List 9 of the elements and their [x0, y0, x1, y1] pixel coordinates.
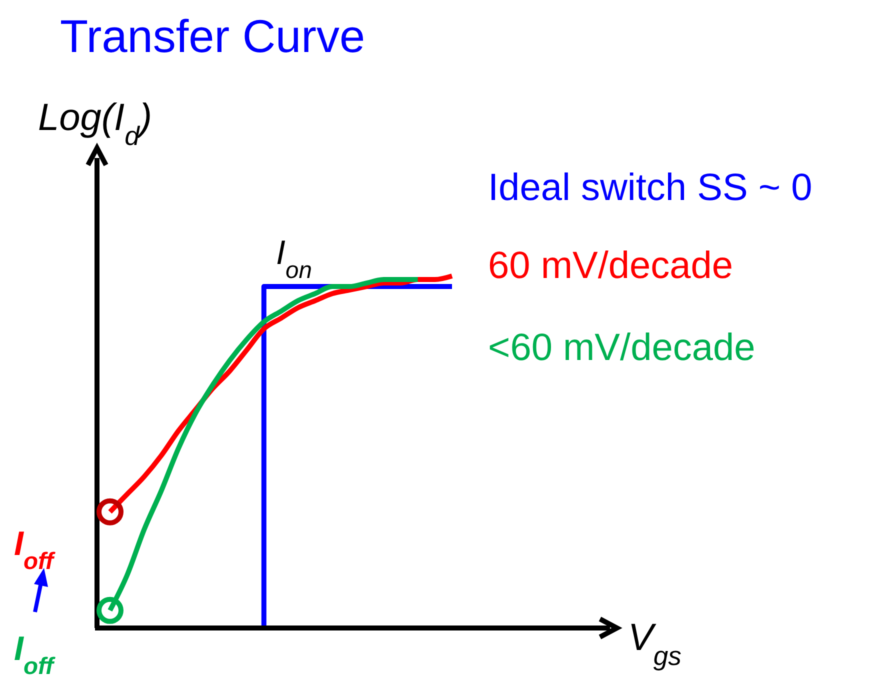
y-axis-title: Log(I$_{d}$) [38, 97, 152, 151]
text: I$_{off}$ [14, 630, 56, 679]
text: <60 mV/decade [488, 327, 756, 369]
x-axis-title: V$_{gs}$ [628, 617, 682, 671]
chart-title: Transfer Curve [60, 10, 366, 62]
series-label: 60 mV/decade [488, 245, 734, 287]
text: I$_{off}$ [14, 525, 56, 574]
annotation: I$_{on}$ [276, 234, 312, 284]
text: Ideal switch SS ~ 0 [488, 167, 812, 209]
